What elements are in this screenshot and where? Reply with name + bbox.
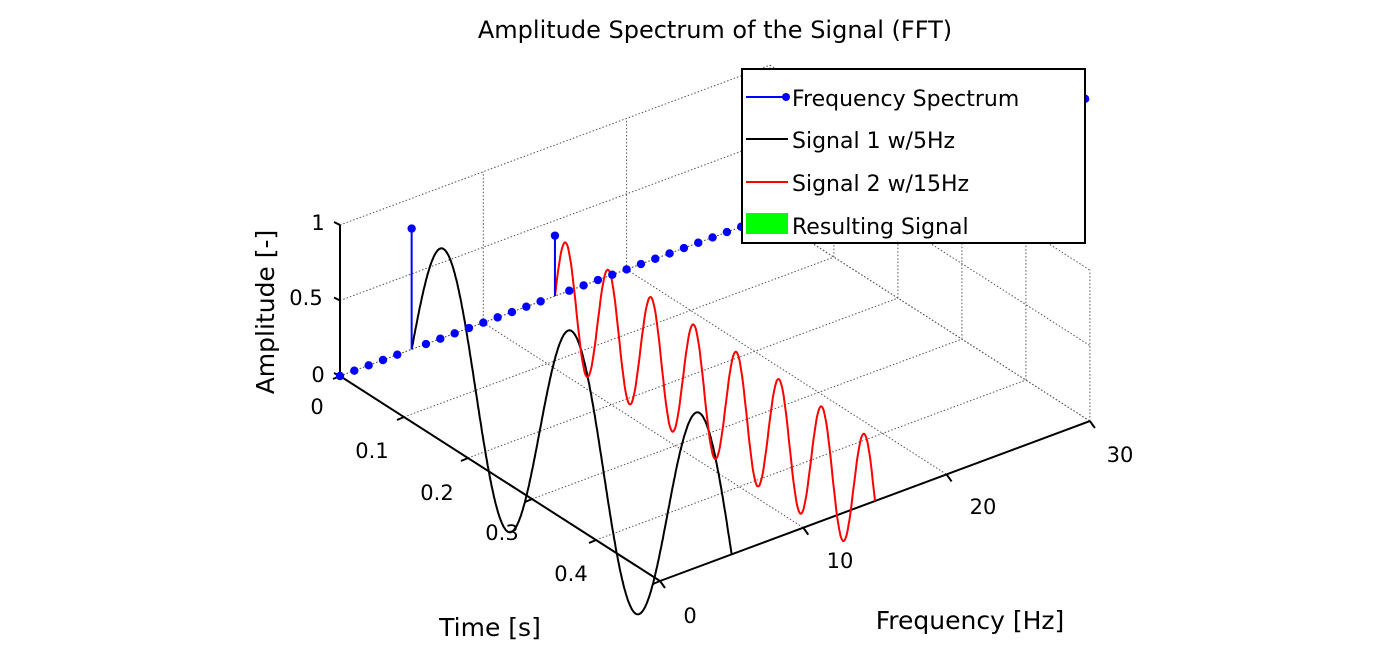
x-tick-label: 10 — [827, 549, 854, 573]
x-tick-label: 0 — [683, 604, 696, 628]
frequency-axis-line — [659, 420, 1091, 582]
y-tick-label: 0.1 — [355, 439, 388, 463]
spectrum-point — [694, 238, 703, 247]
spectrum-point — [565, 286, 574, 295]
spectrum-point — [378, 355, 388, 365]
frequency-tick-mark — [945, 473, 953, 482]
y-tick-label: 0.2 — [420, 481, 453, 505]
spectrum-point — [665, 249, 674, 258]
spectrum-point — [479, 318, 488, 327]
grid-line — [483, 322, 804, 529]
spectrum-point — [708, 233, 717, 242]
spectrum-point — [436, 334, 445, 343]
legend-label: Frequency Spectrum — [792, 87, 1019, 112]
grid-line — [467, 297, 899, 459]
time-tick-mark — [460, 457, 469, 462]
spectrum-point — [335, 371, 345, 381]
spectrum-point — [407, 224, 416, 233]
y-tick-label: 0.4 — [554, 562, 587, 586]
grid-line — [403, 256, 835, 418]
spectrum-point — [722, 227, 732, 237]
legend-box — [741, 68, 1086, 244]
axes — [332, 221, 1096, 589]
grid-line — [626, 268, 947, 475]
z-tick-label: 0 — [311, 363, 324, 387]
spectrum-point — [636, 259, 646, 269]
spectrum-point — [393, 350, 402, 359]
time-tick-mark — [524, 498, 533, 503]
spectrum-point — [421, 339, 431, 349]
x-tick-label: 20 — [970, 495, 997, 519]
y-tick-label: 0.3 — [485, 521, 518, 545]
chart-title: Amplitude Spectrum of the Signal (FFT) — [478, 16, 952, 44]
legend-label: Signal 2 w/15Hz — [792, 172, 969, 197]
x-tick-label: 30 — [1107, 443, 1134, 467]
z-axis-label: Amplitude [-] — [251, 230, 280, 395]
amplitude-tick-mark — [333, 221, 341, 226]
grid-line — [769, 215, 1091, 422]
spectrum-point — [550, 231, 560, 240]
time-tick-mark — [588, 539, 597, 544]
spectrum-point — [493, 313, 502, 322]
spectrum-point — [507, 307, 517, 317]
legend-marker-spectrum — [782, 93, 790, 101]
spectrum-point — [450, 329, 459, 338]
time-tick-mark — [396, 416, 405, 421]
frequency-tick-mark — [802, 527, 810, 536]
spectrum-point — [651, 254, 660, 263]
time-tick-mark — [652, 580, 661, 585]
spectrum-point — [579, 281, 588, 290]
spectrum-point — [536, 297, 545, 306]
frequency-tick-mark — [659, 580, 666, 589]
spectrum-point — [350, 366, 359, 375]
legend-swatch-resulting — [746, 213, 788, 234]
time-axis-line — [339, 375, 661, 582]
z-tick-label: 0.5 — [289, 286, 322, 310]
spectrum-point — [608, 270, 617, 279]
legend-label: Resulting Signal — [792, 215, 969, 240]
grid-line — [595, 379, 1027, 541]
legend-label: Signal 1 w/5Hz — [792, 129, 955, 154]
spectrum-point — [522, 302, 531, 311]
signal-line-2 — [554, 241, 876, 542]
grid-line — [531, 338, 963, 500]
spectrum-point — [464, 323, 474, 333]
frequency-tick-mark — [1089, 420, 1096, 429]
legend: Frequency Spectrum Signal 1 w/5Hz Signal… — [741, 68, 1086, 244]
y-tick-label: 0 — [310, 395, 323, 419]
amplitude-tick-mark — [333, 296, 341, 302]
z-tick-label: 1 — [311, 211, 324, 235]
grid-line — [339, 140, 771, 301]
spectrum-point — [364, 361, 373, 370]
y-axis-label: Time [s] — [438, 613, 541, 642]
spectrum-point — [593, 275, 603, 285]
signal-line-1 — [410, 247, 733, 616]
grid-line — [339, 64, 771, 226]
x-axis-label: Frequency [Hz] — [876, 606, 1065, 635]
spectrum-point — [622, 265, 631, 274]
spectrum-point — [679, 243, 689, 253]
